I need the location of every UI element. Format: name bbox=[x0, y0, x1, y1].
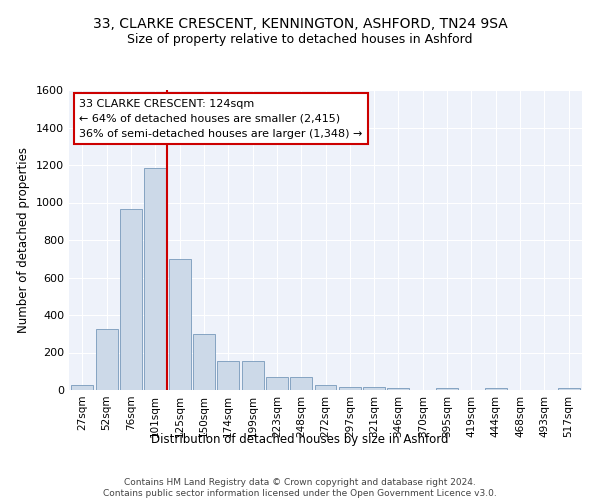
Text: 33, CLARKE CRESCENT, KENNINGTON, ASHFORD, TN24 9SA: 33, CLARKE CRESCENT, KENNINGTON, ASHFORD… bbox=[92, 18, 508, 32]
Bar bbox=[388, 388, 409, 390]
Bar bbox=[242, 361, 263, 390]
Bar bbox=[193, 334, 215, 390]
Bar bbox=[436, 388, 458, 390]
Y-axis label: Number of detached properties: Number of detached properties bbox=[17, 147, 31, 333]
Bar bbox=[96, 329, 118, 390]
Bar bbox=[290, 377, 312, 390]
Bar bbox=[120, 209, 142, 390]
Text: Contains HM Land Registry data © Crown copyright and database right 2024.
Contai: Contains HM Land Registry data © Crown c… bbox=[103, 478, 497, 498]
Bar bbox=[363, 386, 385, 390]
Bar bbox=[71, 385, 94, 390]
Bar bbox=[169, 259, 191, 390]
Text: 33 CLARKE CRESCENT: 124sqm
← 64% of detached houses are smaller (2,415)
36% of s: 33 CLARKE CRESCENT: 124sqm ← 64% of deta… bbox=[79, 99, 362, 138]
Bar bbox=[485, 388, 506, 390]
Text: Distribution of detached houses by size in Ashford: Distribution of detached houses by size … bbox=[151, 432, 449, 446]
Bar bbox=[557, 388, 580, 390]
Bar bbox=[145, 168, 166, 390]
Bar bbox=[217, 361, 239, 390]
Bar bbox=[339, 386, 361, 390]
Bar bbox=[266, 377, 288, 390]
Bar bbox=[314, 386, 337, 390]
Text: Size of property relative to detached houses in Ashford: Size of property relative to detached ho… bbox=[127, 32, 473, 46]
